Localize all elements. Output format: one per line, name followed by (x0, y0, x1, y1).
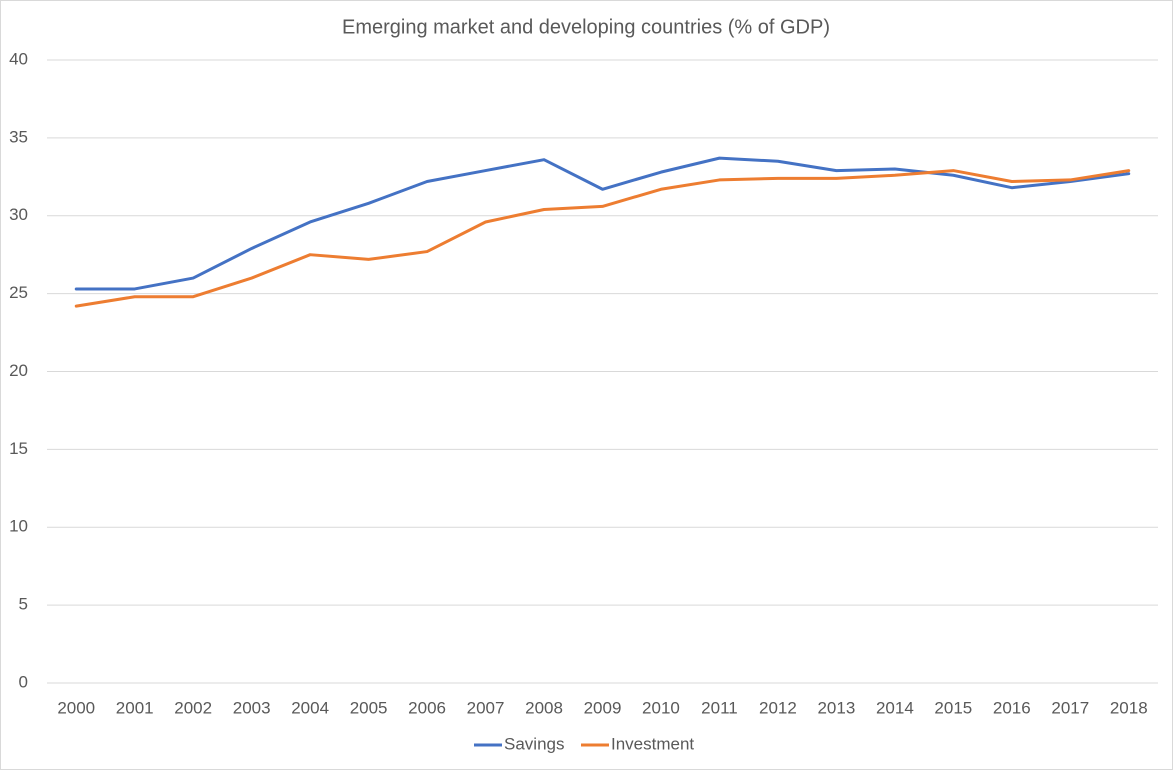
x-tick-label: 2007 (467, 698, 505, 717)
legend-label: Investment (611, 734, 694, 753)
x-tick-label: 2018 (1110, 698, 1148, 717)
series-line (74, 169, 1131, 308)
x-tick-label: 2017 (1051, 698, 1089, 717)
x-tick-label: 2014 (876, 698, 914, 717)
x-tick-label: 2010 (642, 698, 680, 717)
x-tick-label: 2013 (817, 698, 855, 717)
y-tick-label: 25 (9, 283, 28, 302)
x-tick-label: 2016 (993, 698, 1031, 717)
x-tick-label: 2008 (525, 698, 563, 717)
legend-label: Savings (504, 734, 564, 753)
x-tick-label: 2002 (174, 698, 212, 717)
series-line (74, 156, 1131, 291)
y-tick-label: 20 (9, 361, 28, 380)
x-tick-label: 2006 (408, 698, 446, 717)
chart-title: Emerging market and developing countries… (342, 16, 830, 38)
x-tick-label: 2001 (116, 698, 154, 717)
x-tick-label: 2004 (291, 698, 329, 717)
y-tick-label: 35 (9, 127, 28, 146)
y-tick-label: 10 (9, 517, 28, 536)
y-tick-label: 40 (9, 49, 28, 68)
y-tick-label: 0 (19, 672, 28, 691)
y-tick-label: 15 (9, 439, 28, 458)
x-tick-label: 2003 (233, 698, 271, 717)
y-tick-label: 5 (19, 595, 28, 614)
y-tick-label: 30 (9, 205, 28, 224)
x-tick-label: 2000 (57, 698, 95, 717)
x-tick-label: 2005 (350, 698, 388, 717)
x-tick-label: 2015 (934, 698, 972, 717)
x-tick-label: 2012 (759, 698, 797, 717)
x-tick-label: 2011 (701, 698, 738, 717)
x-tick-label: 2009 (584, 698, 622, 717)
